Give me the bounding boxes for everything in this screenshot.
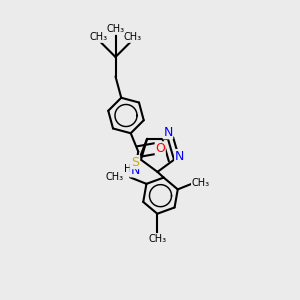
Text: O: O [155, 142, 165, 155]
Text: CH₃: CH₃ [106, 24, 124, 34]
Text: CH₃: CH₃ [123, 32, 141, 42]
Text: N: N [163, 126, 172, 139]
Text: S: S [132, 156, 140, 169]
Text: CH₃: CH₃ [90, 32, 108, 42]
Text: CH₃: CH₃ [191, 178, 210, 188]
Text: CH₃: CH₃ [148, 234, 166, 244]
Text: H: H [124, 164, 131, 174]
Text: N: N [175, 150, 184, 163]
Text: CH₃: CH₃ [106, 172, 124, 182]
Text: N: N [130, 164, 140, 177]
